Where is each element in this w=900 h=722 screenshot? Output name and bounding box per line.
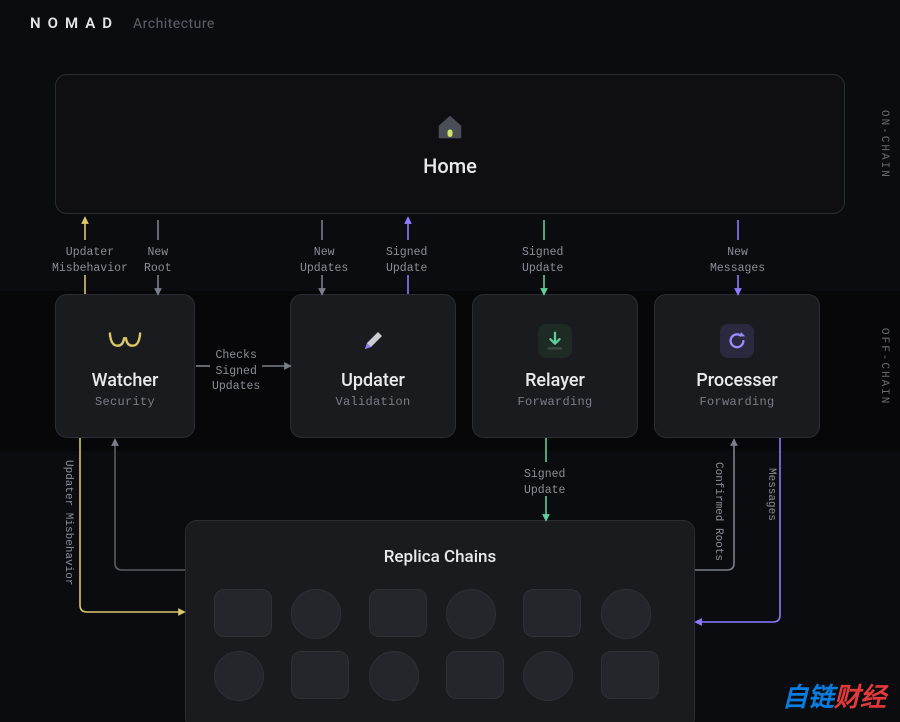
edge-label-e8: Signed Update	[524, 467, 565, 498]
replica-cell	[601, 589, 651, 639]
edge-label-e4: Signed Update	[386, 245, 427, 276]
edge-label-e10: Confirmed Roots	[712, 462, 724, 561]
replica-cell	[523, 651, 573, 701]
node-processer: Processer Forwarding	[654, 294, 820, 438]
refresh-icon	[720, 324, 754, 358]
watermark-part1: 自链	[782, 683, 834, 713]
edge-label-e5: Signed Update	[522, 245, 563, 276]
download-icon	[538, 324, 572, 358]
side-label-offchain: OFF-CHAIN	[878, 328, 890, 405]
watermark: 自链财经	[782, 677, 886, 714]
edge-label-e2: New Root	[144, 245, 172, 276]
replica-cell	[214, 589, 272, 637]
glasses-icon	[108, 324, 142, 358]
node-watcher-sub: Security	[95, 395, 155, 409]
header: NOMAD Architecture	[30, 14, 215, 32]
node-updater-title: Updater	[341, 370, 405, 391]
side-label-onchain: ON-CHAIN	[878, 110, 890, 179]
node-watcher: Watcher Security	[55, 294, 195, 438]
edge-label-e7: Checks Signed Updates	[212, 348, 260, 395]
replica-cell	[446, 589, 496, 639]
replica-cell	[291, 589, 341, 639]
edge-label-e3: New Updates	[300, 245, 348, 276]
node-replica-title: Replica Chains	[384, 547, 497, 567]
edge-label-e6: New Messages	[710, 245, 765, 276]
brand-name: NOMAD	[30, 14, 119, 32]
node-relayer-title: Relayer	[525, 370, 585, 391]
node-relayer: Relayer Forwarding	[472, 294, 638, 438]
brand-subtitle: Architecture	[133, 16, 215, 32]
node-home-title: Home	[423, 154, 477, 178]
node-updater: Updater Validation	[290, 294, 456, 438]
replica-cell	[446, 651, 504, 699]
replica-cell	[214, 651, 264, 701]
pencil-icon	[356, 324, 390, 358]
node-watcher-title: Watcher	[92, 370, 159, 391]
node-home: Home	[55, 74, 845, 214]
edge-label-e1: Updater Misbehavior	[52, 245, 128, 276]
replica-grid	[186, 589, 694, 701]
edge-label-e9: Updater Misbehavior	[62, 460, 74, 585]
node-processer-sub: Forwarding	[699, 395, 774, 409]
node-processer-title: Processer	[696, 370, 777, 391]
home-icon	[433, 110, 467, 144]
replica-cell	[601, 651, 659, 699]
replica-cell	[523, 589, 581, 637]
replica-cell	[291, 651, 349, 699]
edge-label-e11: Messages	[765, 468, 777, 521]
node-updater-sub: Validation	[335, 395, 410, 409]
replica-cell	[369, 589, 427, 637]
node-replica: Replica Chains	[185, 520, 695, 722]
node-relayer-sub: Forwarding	[517, 395, 592, 409]
replica-cell	[369, 651, 419, 701]
watermark-part2: 财经	[834, 683, 886, 713]
